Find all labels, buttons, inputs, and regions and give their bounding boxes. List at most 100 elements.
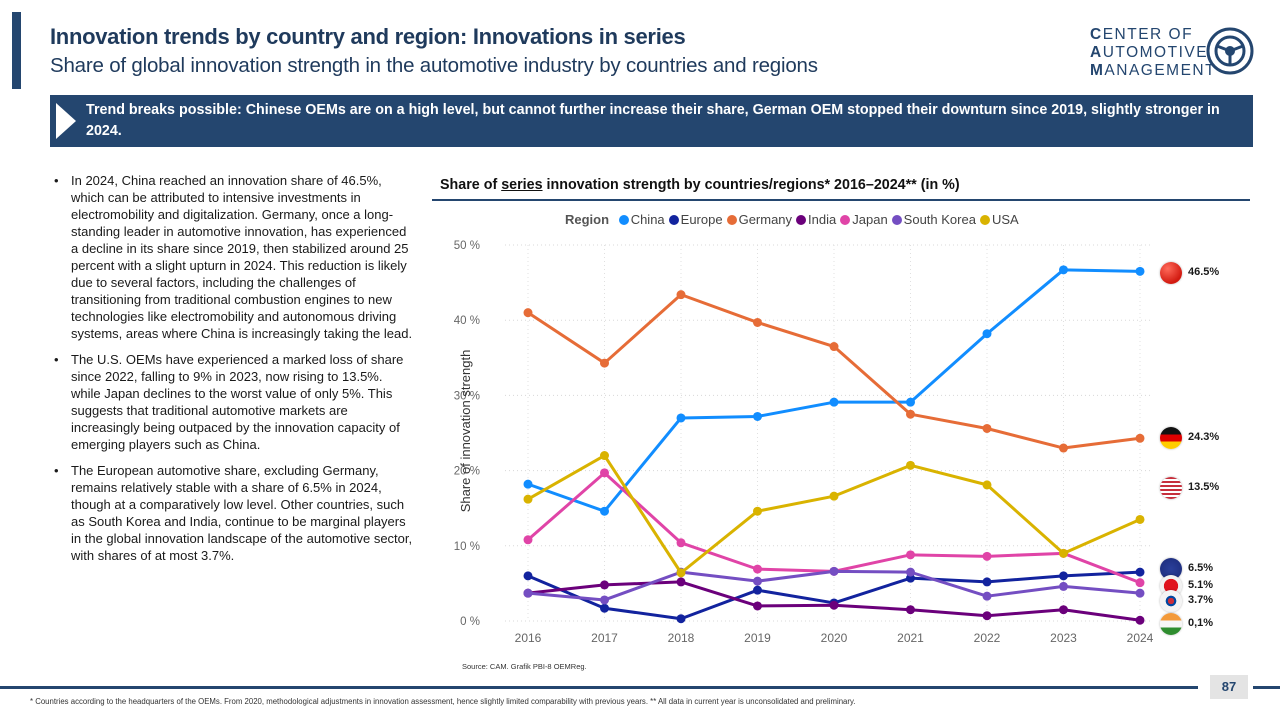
legend-label: Japan — [852, 212, 888, 227]
legend-marker-india — [796, 215, 807, 225]
legend-marker-usa — [979, 215, 990, 225]
legend-item-south-korea[interactable]: South Korea — [891, 212, 976, 227]
data-point-europe — [982, 577, 992, 587]
chart-title-divider — [432, 199, 1250, 201]
title-accent-bar — [12, 12, 21, 89]
page-title: Innovation trends by country and region:… — [50, 24, 686, 49]
legend-item-india[interactable]: India — [796, 212, 836, 227]
y-tick-label: 10 % — [454, 541, 480, 553]
legend-item-germany[interactable]: Germany — [726, 212, 793, 227]
data-point-china — [753, 411, 762, 421]
data-point-germany — [753, 317, 762, 327]
data-point-south-korea — [753, 576, 762, 586]
end-value-label-germany: 24.3% — [1188, 431, 1220, 443]
legend-marker-south-korea — [891, 215, 902, 225]
usa-flag-icon — [1160, 477, 1182, 499]
data-point-japan — [982, 551, 992, 561]
data-point-usa — [523, 494, 533, 504]
data-point-south-korea — [906, 567, 915, 577]
data-point-germany — [1135, 433, 1145, 443]
data-point-germany — [829, 342, 839, 352]
data-point-europe — [1135, 567, 1145, 577]
data-point-japan — [676, 538, 686, 548]
key-message-banner: Trend breaks possible: Chinese OEMs are … — [50, 95, 1253, 147]
data-point-china — [523, 479, 533, 489]
data-point-europe — [523, 571, 533, 581]
series-line-china — [527, 268, 1141, 513]
data-point-japan — [1135, 578, 1145, 588]
data-point-india — [676, 577, 686, 587]
logo-text: CENTER OF AUTOMOTIVE MANAGEMENT — [1090, 26, 1216, 80]
end-value-label-japan: 5.1% — [1188, 579, 1214, 591]
data-point-usa — [1059, 548, 1068, 558]
page-number: 87 — [1210, 675, 1248, 699]
logo-initial-m: M — [1090, 62, 1105, 79]
eu-flag-icon — [1160, 558, 1182, 580]
source-note: Source: CAM. Grafik PBI-8 OEMReg. — [462, 662, 587, 671]
end-value-label-china: 46.5% — [1188, 266, 1220, 278]
legend-item-europe[interactable]: Europe — [668, 212, 723, 227]
data-point-india — [1059, 605, 1068, 615]
end-value-label-usa: 13.5% — [1188, 481, 1220, 493]
end-value-label-india: 0,1% — [1188, 617, 1214, 629]
logo-line-3: ANAGEMENT — [1104, 62, 1217, 79]
china-flag-icon — [1160, 262, 1182, 284]
x-tick-label: 2016 — [515, 631, 542, 645]
chart-title: Share of series innovation strength by c… — [440, 177, 960, 193]
x-tick-label: 2024 — [1127, 631, 1154, 645]
data-point-germany — [600, 358, 609, 368]
footnote: * Countries according to the headquarter… — [30, 697, 856, 706]
legend-title: Region — [565, 212, 610, 227]
data-point-south-korea — [600, 595, 609, 605]
data-point-south-korea — [982, 591, 992, 601]
legend-label: China — [630, 212, 665, 227]
x-tick-label: 2019 — [744, 631, 771, 645]
data-point-china — [982, 329, 992, 339]
logo-initial-a: A — [1090, 44, 1103, 61]
y-tick-label: 20 % — [454, 466, 480, 478]
data-point-germany — [523, 308, 533, 318]
page-subtitle: Share of global innovation strength in t… — [50, 54, 818, 77]
legend-marker-germany — [726, 215, 737, 225]
india-flag-icon — [1160, 613, 1182, 635]
data-point-india — [1135, 615, 1145, 625]
data-point-india — [829, 600, 839, 610]
data-point-japan — [906, 550, 915, 560]
line-chart: 0 % 10 % 20 % 30 % 40 % 50 % 2016 2017 2018 2019 2… — [454, 240, 1154, 645]
chart-legend: Region China Europe Germany India Japan South… — [565, 212, 1023, 227]
data-point-south-korea — [829, 566, 839, 576]
data-point-europe — [753, 585, 762, 595]
data-point-japan — [523, 535, 533, 545]
legend-marker-japan — [840, 215, 851, 225]
legend-item-china[interactable]: China — [618, 212, 665, 227]
data-point-europe — [600, 603, 609, 613]
x-tick-label: 2023 — [1050, 631, 1077, 645]
data-point-china — [1059, 265, 1068, 275]
data-point-usa — [600, 451, 609, 461]
data-point-europe — [1059, 571, 1068, 581]
data-point-europe — [676, 614, 686, 624]
data-point-china — [829, 397, 839, 407]
logo-initial-c: C — [1090, 26, 1103, 43]
logo-line-2: UTOMOTIVE — [1102, 44, 1209, 61]
chart-title-suffix: innovation strength by countries/regions… — [542, 177, 960, 193]
data-point-usa — [1135, 514, 1145, 524]
bullet-item: The European automotive share, excluding… — [52, 462, 414, 564]
key-message-text: Trend breaks possible: Chinese OEMs are … — [86, 102, 1220, 139]
data-point-south-korea — [1135, 588, 1145, 598]
data-point-japan — [600, 468, 609, 478]
legend-item-usa[interactable]: USA — [979, 212, 1019, 227]
bullet-item: In 2024, China reached an innovation sha… — [52, 172, 414, 342]
x-tick-label: 2020 — [821, 631, 848, 645]
x-tick-label: 2021 — [897, 631, 924, 645]
bullet-list: In 2024, China reached an innovation sha… — [52, 172, 414, 573]
south-korea-flag-icon — [1160, 590, 1182, 612]
legend-label: Germany — [738, 212, 793, 227]
footer-divider-right — [1253, 686, 1280, 689]
legend-label: South Korea — [903, 212, 976, 227]
legend-item-japan[interactable]: Japan — [840, 212, 888, 227]
data-point-south-korea — [1059, 581, 1068, 591]
data-point-germany — [906, 409, 915, 419]
y-tick-label: 50 % — [454, 240, 480, 252]
data-point-germany — [982, 423, 992, 433]
